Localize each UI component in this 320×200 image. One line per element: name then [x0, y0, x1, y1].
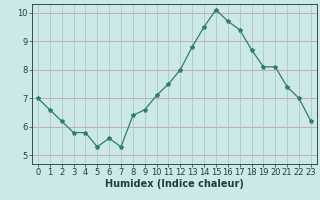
X-axis label: Humidex (Indice chaleur): Humidex (Indice chaleur) — [105, 179, 244, 189]
